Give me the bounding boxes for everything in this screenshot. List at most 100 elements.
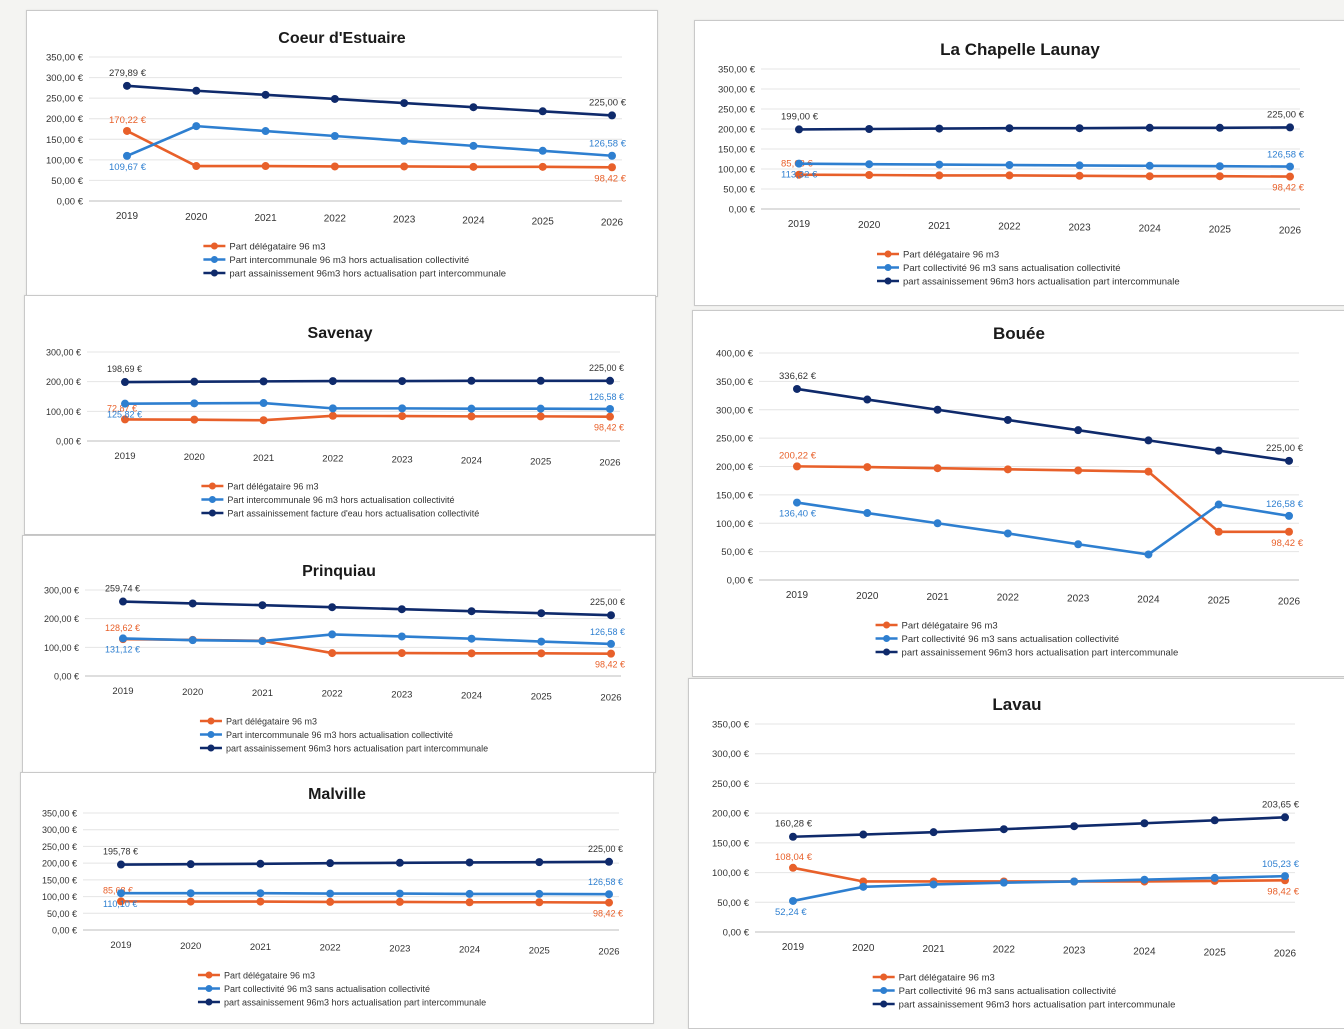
data-point — [795, 159, 803, 168]
data-point — [1281, 813, 1289, 822]
data-point — [607, 639, 615, 648]
data-point — [188, 636, 197, 645]
y-tick-label: 0,00 € — [52, 926, 77, 936]
y-tick-label: 100,00 € — [716, 519, 754, 530]
legend-marker — [880, 987, 888, 994]
x-tick-label: 2023 — [393, 215, 416, 226]
data-label: 225,00 € — [589, 363, 624, 373]
data-point — [933, 405, 942, 414]
data-point — [397, 649, 406, 658]
data-point — [538, 107, 547, 116]
data-point — [1145, 172, 1154, 181]
data-point — [469, 103, 478, 112]
chart-title: Lavau — [992, 695, 1041, 714]
legend-marker — [205, 971, 213, 979]
x-tick-label: 2023 — [389, 944, 410, 955]
x-tick-label: 2019 — [788, 219, 811, 230]
data-point — [1003, 529, 1012, 538]
series-line-assainissement — [126, 84, 613, 117]
series-line-assainissement — [120, 860, 610, 866]
data-point — [789, 863, 797, 872]
data-point — [795, 125, 803, 134]
legend-label: Part délégataire 96 m3 — [229, 242, 325, 253]
data-point — [789, 896, 797, 905]
data-point — [123, 126, 131, 135]
legend-label: Part intercommunale 96 m3 hors actualisa… — [226, 730, 453, 740]
data-point — [188, 599, 197, 608]
legend-marker — [884, 264, 892, 271]
data-point — [400, 162, 409, 171]
data-point — [192, 86, 201, 95]
data-point — [259, 399, 268, 408]
data-point — [467, 404, 476, 413]
series-line-intercommunale — [124, 401, 611, 411]
chart-title: Coeur d'Estuaire — [278, 30, 405, 47]
chart-svg: Prinquiau 300,00 € 200,00 € 100,00 € 0,00 € 2… — [44, 563, 625, 754]
data-point — [1140, 819, 1149, 828]
data-point — [863, 463, 872, 472]
legend-label: Part intercommunale 96 m3 hors actualisa… — [229, 255, 469, 266]
data-point — [121, 399, 129, 408]
data-point — [929, 828, 938, 837]
y-tick-label: 300,00 € — [712, 749, 750, 760]
y-tick-label: 250,00 € — [716, 434, 754, 445]
y-tick-label: 350,00 € — [716, 377, 754, 388]
data-point — [608, 151, 616, 160]
data-point — [1286, 172, 1294, 181]
data-point — [536, 412, 545, 421]
y-tick-label: 350,00 € — [712, 720, 750, 731]
series-line-intercommunale — [798, 162, 1291, 168]
data-point — [256, 859, 265, 868]
x-tick-label: 2025 — [531, 691, 552, 702]
data-point — [1005, 124, 1014, 133]
data-point — [793, 498, 801, 507]
data-point — [192, 162, 201, 171]
data-label: 98,42 € — [1272, 183, 1304, 194]
data-point — [186, 889, 195, 898]
chart-svg: La Chapelle Launay 350,00 € 300,00 € 250,00… — [718, 40, 1305, 288]
data-point — [793, 462, 801, 471]
y-tick-label: 0,00 € — [54, 672, 79, 682]
data-point — [326, 889, 335, 898]
x-tick-label: 2026 — [1278, 596, 1301, 607]
legend-marker — [883, 635, 891, 642]
x-tick-label: 2022 — [320, 943, 341, 954]
y-tick-label: 300,00 € — [44, 586, 79, 596]
legend-marker — [208, 482, 216, 490]
data-point — [537, 609, 546, 618]
data-label: 225,00 € — [1266, 443, 1304, 454]
data-label: 72,87 € — [107, 403, 137, 413]
y-tick-label: 0,00 € — [727, 576, 754, 587]
data-point — [119, 634, 127, 643]
data-point — [1070, 822, 1079, 831]
legend-label: part assainissement 96m3 hors actualisat… — [229, 269, 506, 280]
data-label: 126,58 € — [590, 627, 625, 637]
data-label: 126,58 € — [588, 877, 623, 887]
data-point — [1005, 171, 1014, 180]
y-tick-label: 100,00 € — [46, 407, 81, 417]
x-tick-label: 2021 — [250, 942, 271, 953]
legend-marker — [880, 973, 888, 981]
legend-label: Part collectivité 96 m3 sans actualisati… — [224, 984, 430, 994]
data-label: 195,78 € — [103, 847, 138, 857]
x-tick-label: 2025 — [530, 456, 551, 467]
x-tick-label: 2021 — [922, 944, 945, 955]
data-point — [328, 603, 337, 612]
data-point — [929, 880, 938, 889]
data-point — [261, 162, 270, 171]
data-point — [190, 399, 199, 408]
data-point — [535, 858, 544, 867]
y-tick-label: 50,00 € — [51, 176, 83, 187]
y-tick-label: 50,00 € — [723, 185, 755, 196]
data-point — [328, 630, 337, 639]
x-tick-label: 2026 — [1279, 225, 1302, 236]
data-label: 110,10 € — [103, 899, 137, 909]
data-point — [1144, 550, 1153, 559]
data-label: 131,12 € — [105, 644, 140, 654]
x-tick-label: 2025 — [532, 216, 555, 227]
y-tick-label: 250,00 € — [42, 842, 77, 852]
data-point — [258, 601, 267, 610]
series-line-delegataire — [796, 465, 1289, 534]
y-tick-label: 300,00 € — [46, 348, 81, 358]
data-point — [536, 404, 545, 413]
